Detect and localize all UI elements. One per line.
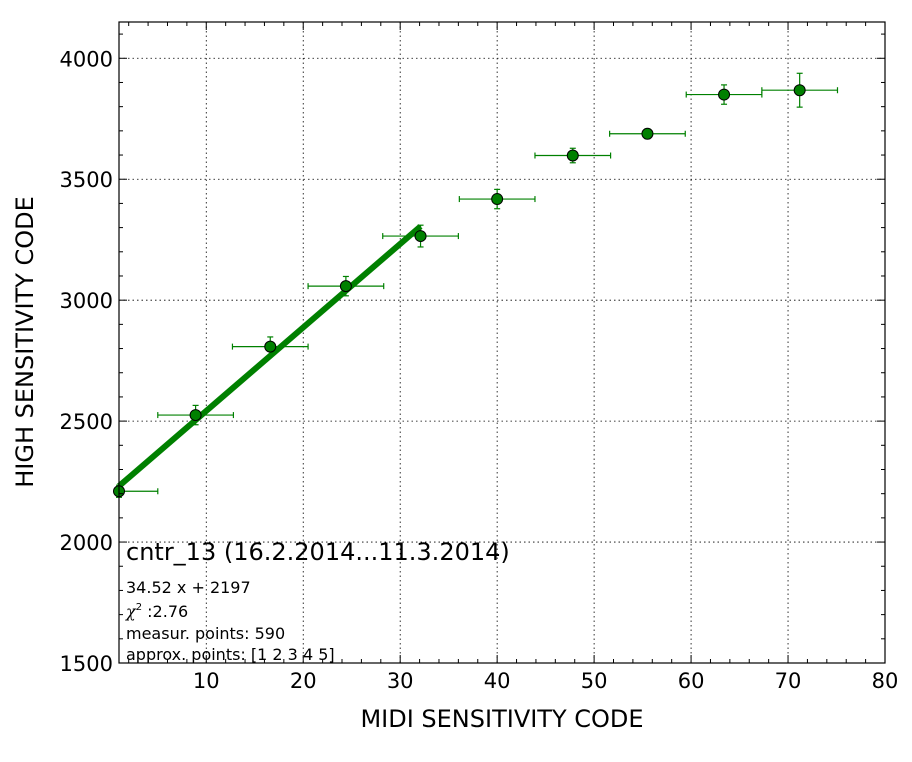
y-tick-label: 4000 [60, 47, 113, 71]
marker [641, 127, 654, 140]
axis-ticks [119, 22, 886, 664]
data-point [307, 275, 385, 297]
y-tick-label: 3500 [60, 168, 113, 192]
data-point [761, 72, 839, 108]
y-axis-label: HIGH SENSITIVITY CODE [11, 196, 39, 488]
annotation-chi2: χ2 :2.76 [125, 602, 188, 621]
marker [718, 88, 731, 101]
y-tick-label: 1500 [60, 652, 113, 676]
x-tick-label: 50 [581, 669, 608, 693]
marker [793, 84, 806, 97]
marker [491, 193, 504, 206]
plot-frame [118, 21, 886, 664]
data-point [534, 147, 612, 164]
chi2-value: :2.76 [142, 602, 188, 621]
x-tick-label: 10 [193, 669, 220, 693]
annotation-measur-points: measur. points: 590 [126, 624, 285, 643]
data-point [609, 127, 686, 140]
data-points [113, 72, 839, 498]
marker [264, 340, 277, 353]
x-axis-label: MIDI SENSITIVITY CODE [360, 705, 643, 733]
annotation-title: cntr_13 (16.2.2014...11.3.2014) [126, 538, 510, 566]
x-tick-label: 20 [290, 669, 317, 693]
chi2-symbol: χ [125, 602, 137, 621]
x-tick-label: 30 [387, 669, 414, 693]
marker [566, 149, 579, 162]
tick-labels: 10 20 30 40 50 60 70 80 1500 2000 2500 3000 3500 4000 [60, 47, 899, 693]
chi2-superscript: 2 [136, 602, 142, 613]
y-tick-label: 2500 [60, 410, 113, 434]
y-tick-label: 3000 [60, 289, 113, 313]
marker [414, 230, 427, 243]
data-point [458, 188, 536, 210]
data-point [231, 336, 309, 357]
marker [189, 409, 202, 422]
x-tick-label: 40 [484, 669, 511, 693]
x-tick-label: 80 [872, 669, 899, 693]
data-point [382, 224, 459, 248]
annotation-equation: 34.52 x + 2197 [126, 578, 251, 597]
x-tick-label: 60 [678, 669, 705, 693]
data-point [685, 84, 763, 105]
grid [119, 22, 885, 663]
y-tick-label: 2000 [60, 531, 113, 555]
x-tick-label: 70 [775, 669, 802, 693]
data-point [113, 484, 159, 498]
marker [339, 280, 352, 293]
annotation-approx-points: approx. points: [1 2 3 4 5] [126, 645, 335, 664]
data-point [157, 404, 235, 426]
annotation-box: cntr_13 (16.2.2014...11.3.2014) 34.52 x … [125, 538, 510, 664]
